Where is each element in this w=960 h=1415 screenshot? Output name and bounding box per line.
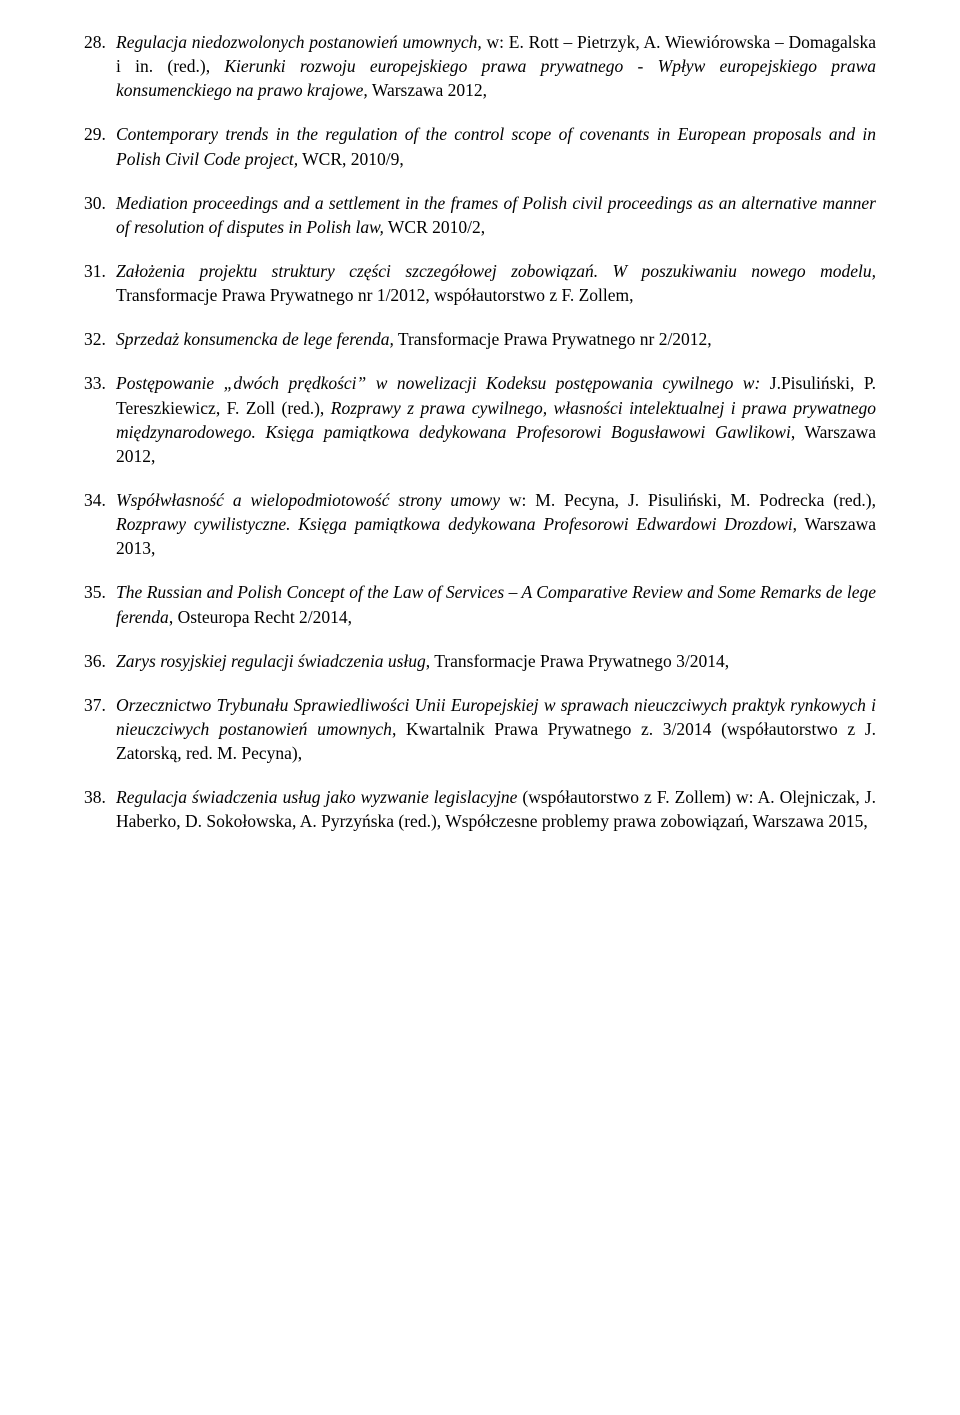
reference-item: 28. Regulacja niedozwolonych postanowień … <box>84 30 876 102</box>
reference-text: Postępowanie „dwóch prędkości” w noweliz… <box>116 373 876 465</box>
reference-item: 33. Postępowanie „dwóch prędkości” w nowe… <box>84 371 876 468</box>
reference-number: 38. <box>84 785 106 809</box>
italic-run: Kierunki rozwoju europejskiego prawa pry… <box>116 56 876 100</box>
reference-list: 28. Regulacja niedozwolonych postanowień … <box>84 30 876 834</box>
italic-run: Postępowanie „dwóch prędkości” w noweliz… <box>116 373 760 393</box>
italic-run: Współwłasność a wielopodmiotowość strony… <box>116 490 500 510</box>
italic-run: Regulacja niedozwolonych postanowień umo… <box>116 32 482 52</box>
italic-run: Mediation proceedings and a settlement i… <box>116 193 876 237</box>
text-run: WCR, 2010/9, <box>298 149 404 169</box>
italic-run: Sprzedaż konsumencka de lege ferenda, <box>116 329 394 349</box>
reference-number: 35. <box>84 580 106 604</box>
reference-item: 38. Regulacja świadczenia usług jako wyzw… <box>84 785 876 833</box>
reference-text: Contemporary trends in the regulation of… <box>116 124 876 168</box>
reference-number: 29. <box>84 122 106 146</box>
text-run: , Osteuropa Recht 2/2014, <box>169 607 352 627</box>
italic-run: Rozprawy cywilistyczne. Księga pamiątkow… <box>116 514 793 534</box>
reference-text: Zarys rosyjskiej regulacji świadczenia u… <box>116 651 729 671</box>
reference-number: 30. <box>84 191 106 215</box>
reference-item: 30. Mediation proceedings and a settlemen… <box>84 191 876 239</box>
text-run: Warszawa 2012, <box>368 80 487 100</box>
text-run: Transformacje Prawa Prywatnego nr 2/2012… <box>394 329 712 349</box>
italic-run: Contemporary trends in the regulation of… <box>116 124 876 168</box>
reference-text: Współwłasność a wielopodmiotowość strony… <box>116 490 876 558</box>
reference-number: 28. <box>84 30 106 54</box>
reference-text: Orzecznictwo Trybunału Sprawiedliwości U… <box>116 695 876 763</box>
reference-item: 34. Współwłasność a wielopodmiotowość str… <box>84 488 876 560</box>
reference-number: 37. <box>84 693 106 717</box>
italic-run: Zarys rosyjskiej regulacji świadczenia u… <box>116 651 426 671</box>
reference-text: The Russian and Polish Concept of the La… <box>116 582 876 626</box>
reference-item: 35. The Russian and Polish Concept of the… <box>84 580 876 628</box>
italic-run: Regulacja świadczenia usług jako wyzwani… <box>116 787 517 807</box>
reference-number: 36. <box>84 649 106 673</box>
reference-item: 31. Założenia projektu struktury części s… <box>84 259 876 307</box>
text-run: WCR 2010/2, <box>384 217 485 237</box>
text-run: Transformacje Prawa Prywatnego nr 1/2012… <box>116 285 634 305</box>
reference-number: 32. <box>84 327 106 351</box>
reference-item: 29. Contemporary trends in the regulation… <box>84 122 876 170</box>
reference-item: 36. Zarys rosyjskiej regulacji świadczeni… <box>84 649 876 673</box>
reference-text: Regulacja świadczenia usług jako wyzwani… <box>116 787 876 831</box>
reference-number: 33. <box>84 371 106 395</box>
reference-text: Regulacja niedozwolonych postanowień umo… <box>116 32 876 100</box>
reference-item: 37. Orzecznictwo Trybunału Sprawiedliwośc… <box>84 693 876 765</box>
reference-text: Sprzedaż konsumencka de lege ferenda, Tr… <box>116 329 712 349</box>
reference-number: 31. <box>84 259 106 283</box>
reference-item: 32. Sprzedaż konsumencka de lege ferenda,… <box>84 327 876 351</box>
italic-run: Założenia projektu struktury części szcz… <box>116 261 876 281</box>
reference-text: Mediation proceedings and a settlement i… <box>116 193 876 237</box>
reference-number: 34. <box>84 488 106 512</box>
text-run: w: M. Pecyna, J. Pisuliński, M. Podrecka… <box>500 490 876 510</box>
text-run: , Transformacje Prawa Prywatnego 3/2014, <box>426 651 729 671</box>
reference-text: Założenia projektu struktury części szcz… <box>116 261 876 305</box>
